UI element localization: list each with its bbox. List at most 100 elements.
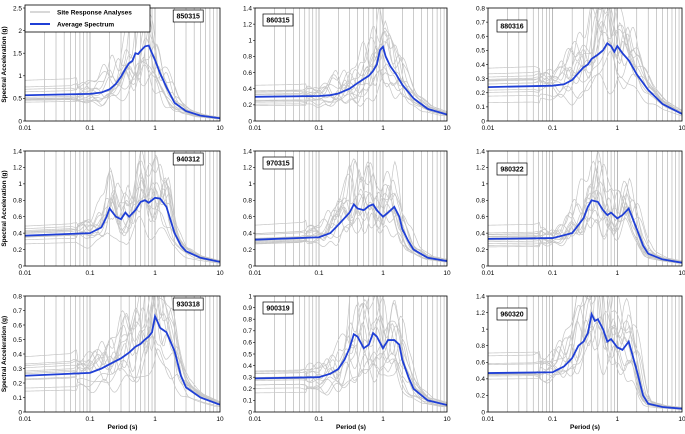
site-curves bbox=[25, 151, 220, 264]
site-response-curve bbox=[488, 296, 682, 409]
x-tick-label: 1 bbox=[616, 125, 620, 132]
site-response-curve bbox=[25, 215, 220, 264]
x-tick-label: 0.1 bbox=[85, 125, 94, 132]
y-tick-label: 0.2 bbox=[476, 393, 485, 400]
x-tick-label: 0.01 bbox=[482, 270, 495, 277]
x-tick-label: 0.01 bbox=[249, 270, 262, 277]
y-tick-label: 0.8 bbox=[243, 54, 252, 61]
x-tick-label: 0.1 bbox=[85, 270, 94, 277]
site-response-curve bbox=[488, 310, 682, 409]
plot-frame bbox=[254, 150, 448, 267]
y-tick-label: 0 bbox=[481, 118, 485, 125]
y-tick-label: 0.4 bbox=[243, 230, 252, 237]
y-tick-label: 0.4 bbox=[243, 86, 252, 93]
y-tick-label: 0.2 bbox=[13, 380, 22, 387]
y-tick-label: 0.8 bbox=[13, 198, 22, 205]
site-response-curve bbox=[255, 159, 447, 260]
site-response-curve bbox=[488, 51, 682, 115]
site-response-curve bbox=[255, 27, 447, 114]
y-tick-label: 0 bbox=[18, 118, 22, 125]
y-tick-label: 1 bbox=[18, 73, 22, 80]
y-tick-label: 1.2 bbox=[13, 165, 22, 172]
x-tick-label: 0.01 bbox=[249, 125, 262, 132]
x-tick-label: 0.1 bbox=[314, 125, 323, 132]
y-tick-label: 0.8 bbox=[243, 317, 252, 324]
site-response-curve bbox=[25, 296, 220, 404]
x-tick-label: 10 bbox=[678, 270, 685, 277]
y-tick-label: 0.4 bbox=[476, 230, 485, 237]
y-tick-label: 0.8 bbox=[243, 198, 252, 205]
x-tick-label: 10 bbox=[678, 125, 685, 132]
y-tick-label: 1 bbox=[18, 181, 22, 188]
site-response-curve bbox=[25, 296, 220, 403]
site-response-curve bbox=[255, 296, 447, 404]
panel-940312: 0 0.2 0.4 0.6 0.8 1 1.2 1.4 0.01 0.1 1 10 940312 Spec… bbox=[1, 148, 224, 277]
y-tick-label: 0.6 bbox=[243, 70, 252, 77]
site-response-curve bbox=[488, 160, 682, 263]
y-tick-label: 0.3 bbox=[476, 76, 485, 83]
site-response-curve bbox=[488, 8, 682, 113]
y-tick-label: 0.2 bbox=[476, 247, 485, 254]
y-axis-label: Spectral Acceleration (g) bbox=[1, 316, 8, 392]
site-response-curve bbox=[488, 183, 682, 264]
average-spectrum-line bbox=[25, 313, 220, 406]
panel-880316: 0 0.1 0.2 0.3 0.4 0.5 0.6 0.7 0.8 0.01 0.1 1 10 88031… bbox=[476, 5, 685, 132]
site-response-curve bbox=[25, 160, 220, 262]
event-id-label: 940312 bbox=[177, 157, 200, 164]
site-response-curve bbox=[488, 183, 682, 263]
y-tick-label: 1 bbox=[248, 181, 252, 188]
y-tick-label: 1.2 bbox=[243, 165, 252, 172]
site-response-curve bbox=[488, 164, 682, 263]
y-tick-label: 1.4 bbox=[243, 148, 252, 155]
site-response-curve bbox=[488, 181, 682, 263]
panel-900319: 0 0.1 0.2 0.3 0.4 0.5 0.6 0.7 0.8 0.9 1 0.01 0.1 1 10 9… bbox=[243, 293, 451, 431]
y-tick-label: 0.3 bbox=[13, 366, 22, 373]
y-tick-label: 0.6 bbox=[243, 214, 252, 221]
site-response-curve bbox=[25, 8, 220, 118]
event-id-box bbox=[172, 297, 204, 311]
y-tick-label: 0.4 bbox=[476, 62, 485, 69]
x-tick-label: 1 bbox=[616, 416, 620, 423]
y-tick-label: 0.1 bbox=[13, 395, 22, 402]
x-axis-label: Period (s) bbox=[336, 424, 366, 431]
event-id-box bbox=[262, 13, 294, 27]
x-tick-label: 1 bbox=[153, 125, 157, 132]
y-tick-label: 0.2 bbox=[476, 90, 485, 97]
site-response-curve bbox=[488, 151, 682, 262]
x-tick-label: 0.1 bbox=[85, 416, 94, 423]
site-response-curve bbox=[25, 163, 220, 262]
plot-frame bbox=[487, 150, 683, 267]
y-tick-label: 1 bbox=[248, 293, 252, 300]
y-tick-label: 1.2 bbox=[476, 165, 485, 172]
site-curves bbox=[488, 8, 682, 117]
y-tick-label: 0.7 bbox=[243, 328, 252, 335]
site-response-curve bbox=[25, 348, 220, 407]
event-id-label: 850315 bbox=[177, 14, 200, 21]
y-tick-label: 0.8 bbox=[476, 198, 485, 205]
site-response-curve bbox=[488, 210, 682, 264]
y-tick-label: 0.4 bbox=[13, 351, 22, 358]
site-response-curve bbox=[488, 24, 682, 114]
site-curves bbox=[255, 8, 447, 116]
panel-860315: 0 0.2 0.4 0.6 0.8 1 1.2 1.4 0.01 0.1 1 10 860315 bbox=[243, 5, 451, 132]
y-tick-label: 0 bbox=[481, 263, 485, 270]
y-tick-label: 1.2 bbox=[243, 21, 252, 28]
site-response-curve bbox=[488, 40, 682, 115]
y-tick-label: 0.3 bbox=[243, 375, 252, 382]
x-tick-label: 0.01 bbox=[19, 125, 32, 132]
site-curves bbox=[488, 296, 682, 410]
event-id-box bbox=[172, 9, 204, 23]
site-response-curve bbox=[25, 296, 220, 403]
y-tick-label: 0.5 bbox=[13, 96, 22, 103]
x-tick-label: 1 bbox=[381, 270, 385, 277]
y-tick-label: 0.2 bbox=[243, 102, 252, 109]
x-tick-label: 10 bbox=[443, 270, 451, 277]
event-id-label: 930318 bbox=[177, 302, 200, 309]
site-response-curve bbox=[255, 47, 447, 116]
event-id-box bbox=[496, 19, 528, 33]
site-response-curve bbox=[255, 158, 447, 261]
site-response-curve bbox=[25, 61, 220, 120]
x-tick-label: 10 bbox=[443, 416, 451, 423]
plot-frame bbox=[24, 150, 221, 267]
